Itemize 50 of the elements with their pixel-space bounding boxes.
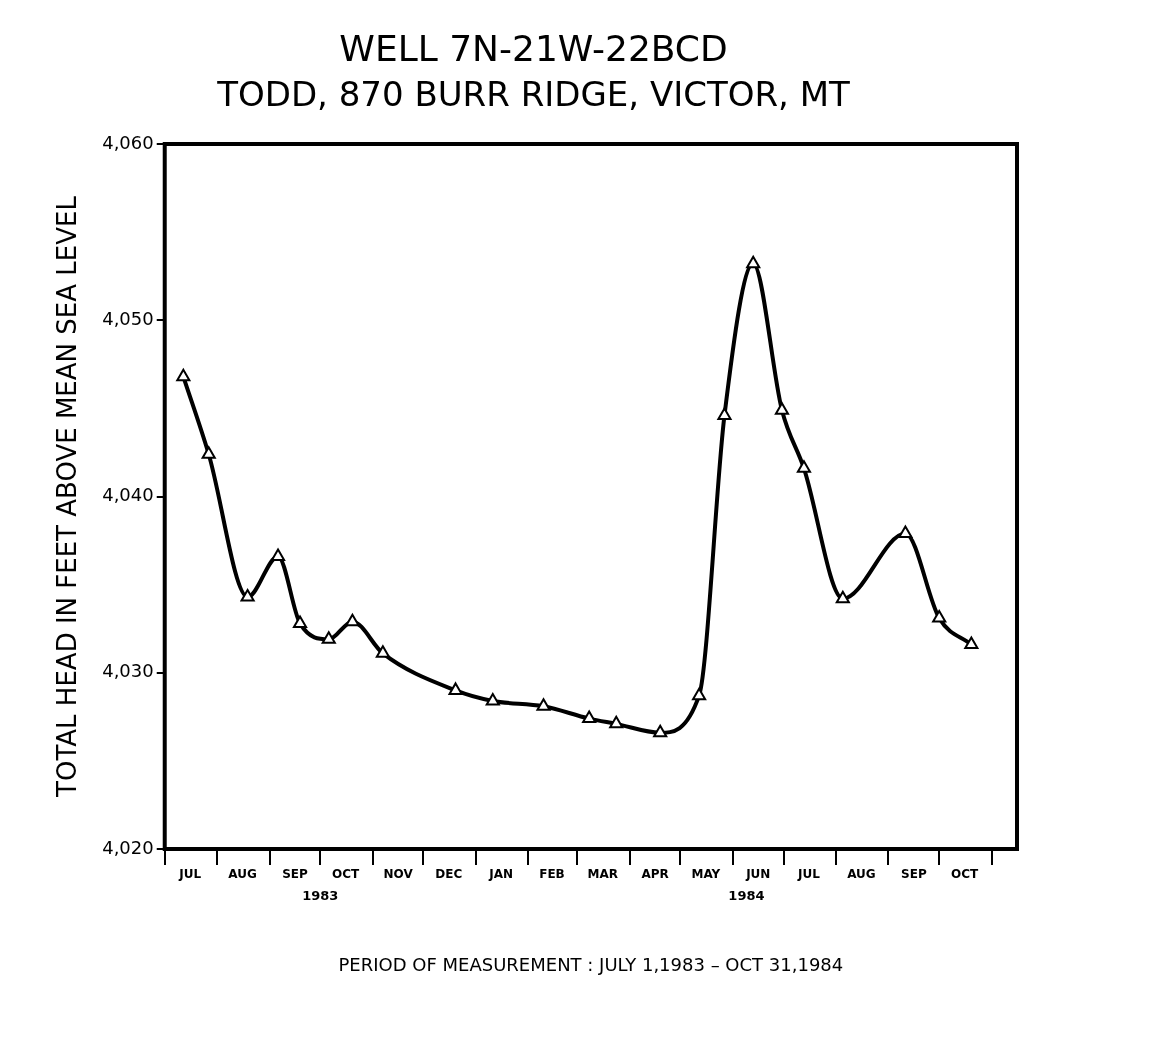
- x-tick-label: NOV: [383, 867, 414, 882]
- point: [292, 615, 308, 628]
- point: [774, 402, 790, 415]
- x-tick-label: JAN: [488, 867, 514, 882]
- point: [270, 548, 286, 561]
- point: [692, 687, 707, 701]
- point: [176, 368, 191, 382]
- y-tick-label: 4,020: [102, 836, 154, 858]
- x-axis-title: PERIOD OF MEASUREMENT : JULY 1,1983 – OCT 31,1984: [338, 953, 844, 975]
- x-tick-label: MAY: [691, 867, 721, 882]
- point: [796, 460, 811, 473]
- point: [345, 613, 360, 627]
- point: [375, 645, 390, 658]
- point: [609, 715, 624, 729]
- x-tick-label: OCT: [332, 867, 361, 882]
- x-tick-label: SEP: [901, 867, 927, 882]
- x-tick-label: APR: [641, 867, 669, 882]
- y-tick-label: 4,040: [102, 484, 154, 506]
- x-tick-label: JUL: [797, 867, 821, 882]
- point: [582, 710, 597, 724]
- point: [536, 698, 551, 711]
- x-tick-label: AUG: [228, 867, 257, 882]
- point: [653, 724, 668, 738]
- point: [746, 255, 761, 269]
- y-tick-label: 4,060: [102, 131, 154, 153]
- x-tick-label: AUG: [847, 867, 876, 882]
- x-tick-label: OCT: [950, 867, 979, 882]
- x-tick-label: DEC: [435, 867, 463, 882]
- point: [835, 590, 850, 604]
- y-tick-label: 4,030: [102, 660, 154, 682]
- x-tick-label: JUN: [745, 867, 771, 882]
- point: [321, 631, 336, 644]
- text: 1984: [728, 888, 765, 904]
- point: [448, 682, 463, 695]
- point: [485, 692, 500, 706]
- chart-title: WELL 7N-21W-22BCD: [339, 27, 728, 69]
- point: [964, 636, 979, 650]
- point: [201, 446, 216, 459]
- chart-subtitle: TODD, 870 BURR RIDGE, VICTOR, MT: [216, 74, 851, 115]
- text: 1983: [302, 888, 339, 904]
- point: [240, 588, 255, 602]
- x-tick-label: JUL: [178, 867, 202, 882]
- point: [898, 525, 913, 539]
- x-tick-label: MAR: [587, 867, 618, 882]
- y-axis-title: TOTAL HEAD IN FEET ABOVE MEAN SEA LEVEL: [52, 195, 83, 798]
- x-tick-label: FEB: [539, 867, 565, 882]
- point: [932, 610, 947, 623]
- point: [717, 407, 732, 420]
- x-tick-label: SEP: [282, 867, 308, 882]
- y-tick-label: 4,050: [102, 307, 154, 329]
